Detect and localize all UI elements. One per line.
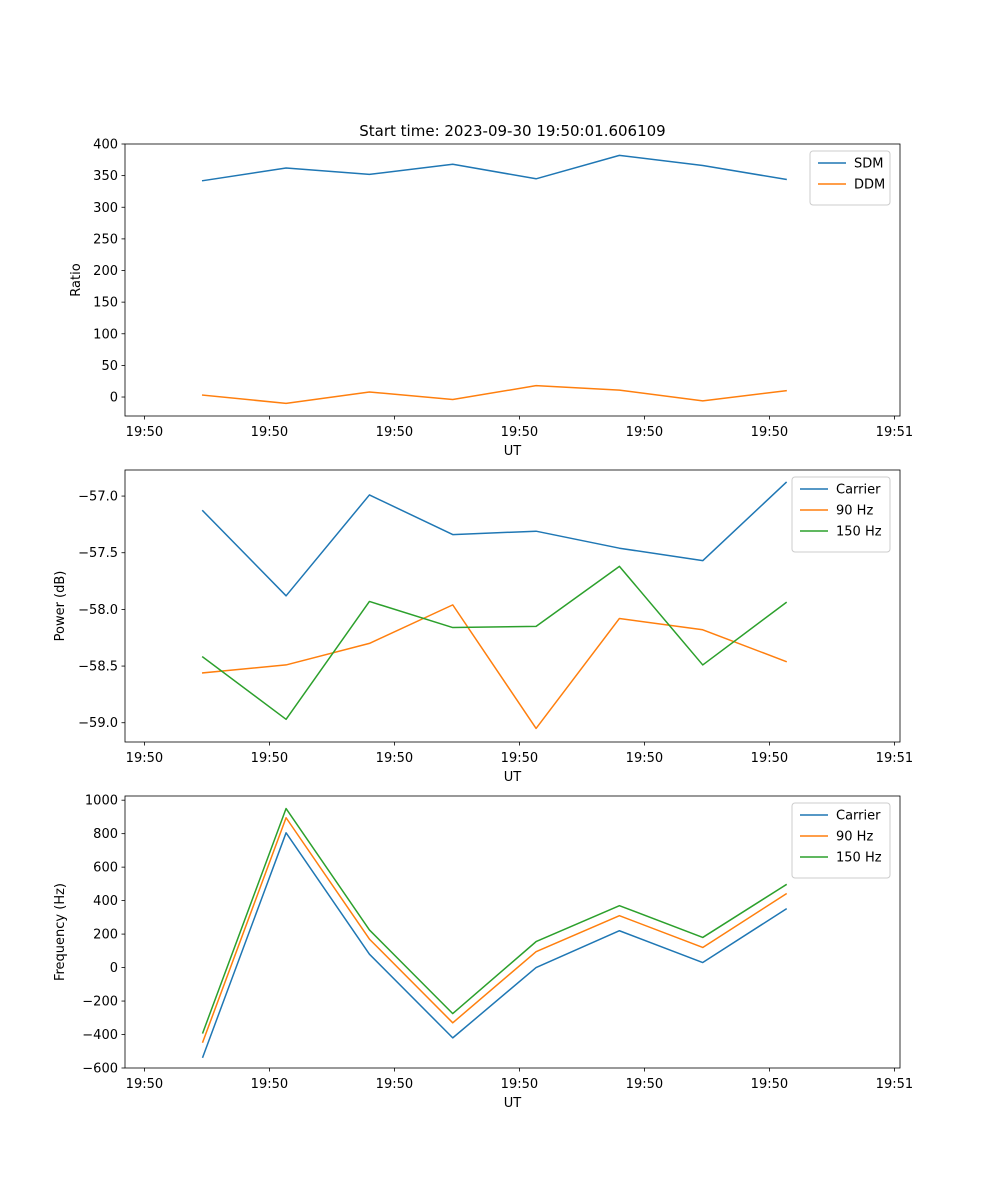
ratio-xtick-label: 19:51 [876,425,913,440]
frequency-series-90-hz-line [201,817,788,1044]
ratio-legend-box [809,150,891,206]
frequency-xtick-label: 19:50 [251,1077,288,1092]
frequency-ytick-label: 400 [93,894,118,909]
power-xtick-label: 19:50 [751,751,788,766]
frequency-panel: −600 −400 −200 0 200 400 600 800 1000 19:50 19:50 1… [53,794,913,1111]
ratio-ytick-label: 350 [93,169,118,184]
ratio-xtick-label: 19:50 [626,425,663,440]
power-legend-label: 150 Hz [836,525,882,540]
power-ytick-label: −57.0 [78,490,118,505]
frequency-legend-label: 150 Hz [836,851,882,866]
frequency-xtick-label: 19:51 [876,1077,913,1092]
power-xtick-label: 19:50 [126,751,163,766]
power-ytick-label: −58.0 [78,603,118,618]
frequency-xtick-label: 19:50 [126,1077,163,1092]
power-legend-box [791,476,891,553]
power-ytick-label: −57.5 [78,546,118,561]
frequency-series-150-hz-line [201,807,788,1034]
power-panel: −59.0 −58.5 −58.0 −57.5 −57.0 19:50 19:50 19:50… [53,469,913,785]
frequency-legend-box [791,802,891,879]
ratio-xtick-label: 19:50 [126,425,163,440]
ratio-ytick-label: 100 [93,327,118,342]
power-xtick-label: 19:50 [626,751,663,766]
power-xtick-label: 19:50 [376,751,413,766]
ratio-legend-label: SDM [854,157,883,172]
frequency-xaxis-label: UT [504,1096,522,1111]
frequency-ytick-label: −200 [82,995,118,1010]
frequency-ytick-label: 600 [93,861,118,876]
ratio-xtick-label: 19:50 [251,425,288,440]
frequency-ytick-label: −400 [82,1028,118,1043]
power-legend: Carrier 90 Hz 150 Hz [791,476,891,553]
frequency-ytick-label: 0 [110,961,118,976]
frequency-legend: Carrier 90 Hz 150 Hz [791,802,891,879]
frequency-axes-frame [124,795,901,1069]
power-yaxis-label: Power (dB) [53,571,68,642]
frequency-xtick-label: 19:50 [501,1077,538,1092]
ratio-legend: SDM DDM [809,150,891,206]
ratio-ytick-label: 250 [93,232,118,247]
frequency-ytick-label: 200 [93,928,118,943]
power-axes-frame [124,469,901,743]
power-xaxis-label: UT [504,770,522,785]
ratio-yaxis-label: Ratio [69,263,84,296]
ratio-ytick-label: 300 [93,201,118,216]
frequency-legend-label: 90 Hz [836,830,873,845]
ratio-ytick-label: 150 [93,296,118,311]
frequency-legend-label: Carrier [836,809,881,824]
ratio-axes-frame [124,143,901,417]
ratio-panel: 0 50 100 150 200 250 300 350 400 19:50 19:50 19:50 1… [69,138,913,460]
frequency-ytick-label: 800 [93,827,118,842]
power-xtick-label: 19:50 [501,751,538,766]
ratio-xtick-label: 19:50 [751,425,788,440]
ratio-ytick-label: 400 [93,138,118,153]
power-xtick-label: 19:50 [251,751,288,766]
ratio-xtick-label: 19:50 [501,425,538,440]
power-series-carrier-line [201,481,788,597]
ratio-series-sdm-line [201,154,787,182]
frequency-ytick-label: 1000 [85,794,118,809]
power-series-150-hz-line [201,565,788,721]
ratio-xtick-label: 19:50 [376,425,413,440]
frequency-xtick-label: 19:50 [751,1077,788,1092]
ratio-ytick-label: 50 [101,359,118,374]
ratio-ytick-label: 200 [93,264,118,279]
power-series-90-hz-line [201,604,788,730]
ratio-series-ddm-line [201,384,787,405]
figure-title: Start time: 2023-09-30 19:50:01.606109 [359,122,665,140]
frequency-xtick-label: 19:50 [376,1077,413,1092]
ratio-xaxis-label: UT [504,444,522,459]
frequency-series-carrier-line [201,832,788,1059]
power-xtick-label: 19:51 [876,751,913,766]
ratio-ytick-label: 0 [110,391,118,406]
power-ytick-label: −58.5 [78,660,118,675]
power-legend-label: 90 Hz [836,504,873,519]
frequency-xtick-label: 19:50 [626,1077,663,1092]
power-legend-label: Carrier [836,483,881,498]
power-ytick-label: −59.0 [78,716,118,731]
frequency-yaxis-label: Frequency (Hz) [53,883,68,981]
frequency-ytick-label: −600 [82,1062,118,1077]
ratio-legend-label: DDM [854,178,885,193]
